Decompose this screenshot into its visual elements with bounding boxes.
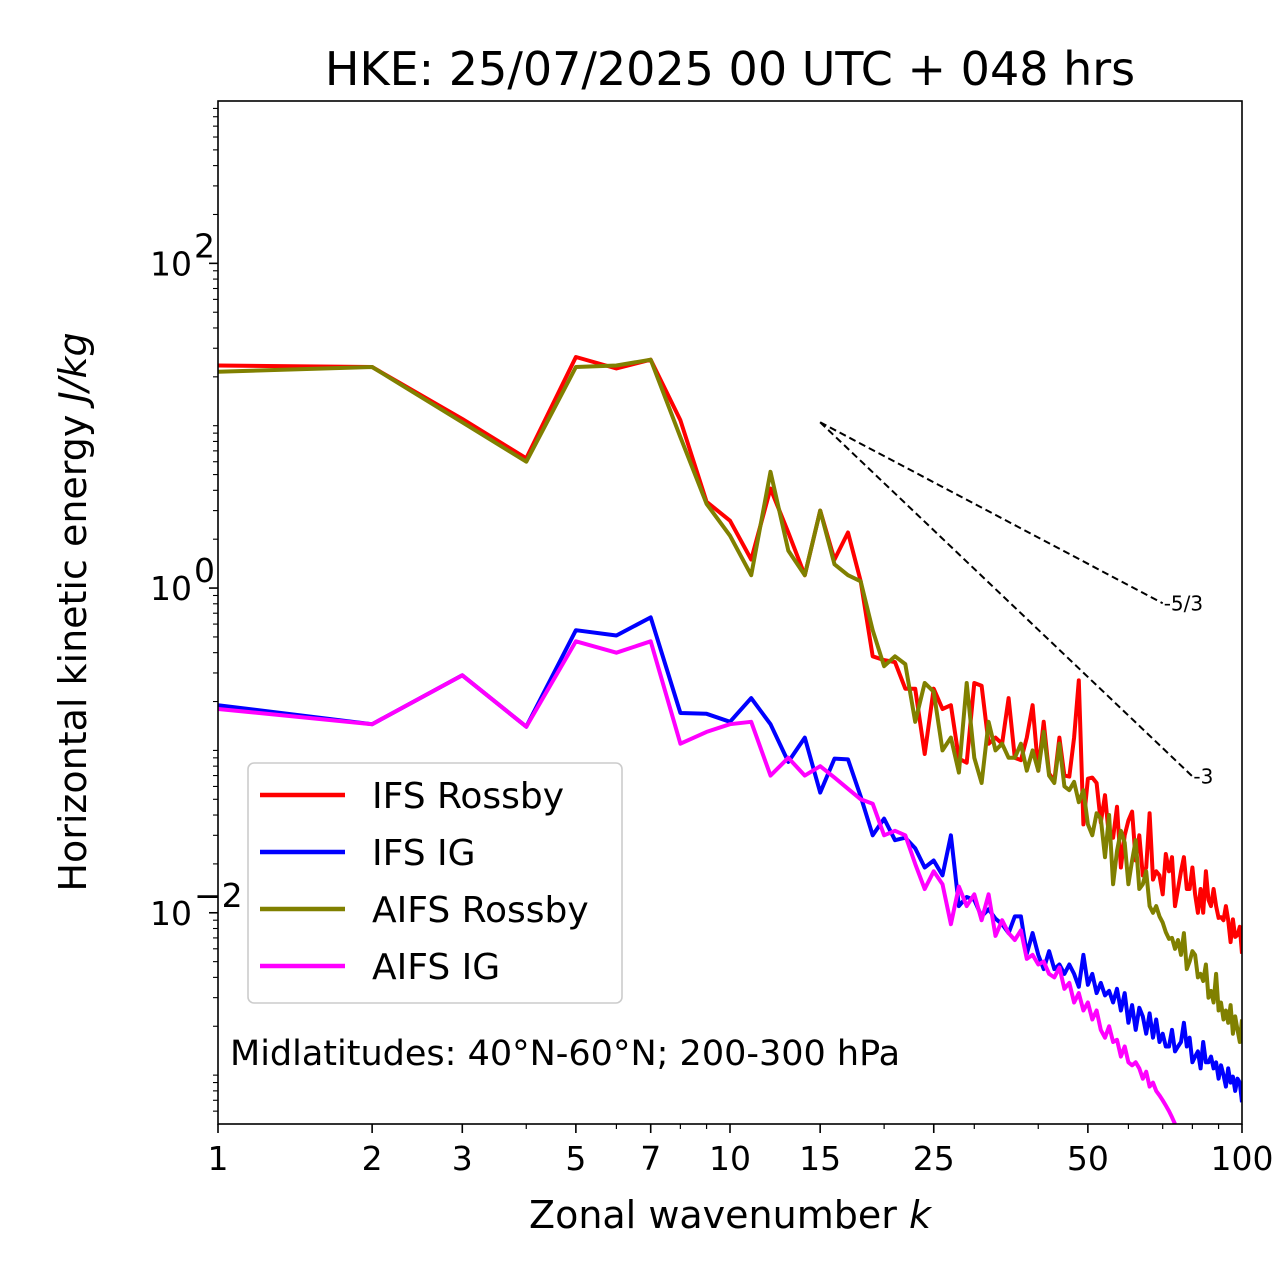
y-tick-label: 10 <box>150 569 192 608</box>
x-tick-label: 50 <box>1067 1139 1109 1178</box>
x-tick-label: 15 <box>799 1139 841 1178</box>
legend-label: AIFS Rossby <box>372 890 589 931</box>
legend-label: IFS Rossby <box>372 776 564 817</box>
series-ifs-rossby <box>218 355 1242 954</box>
x-axis-label: Zonal wavenumber k <box>529 1193 933 1237</box>
series-aifs-rossby <box>218 357 1242 1044</box>
y-tick-label: 10 <box>150 894 192 933</box>
series-lines <box>218 355 1242 1124</box>
y-axis-label: Horizontal kinetic energy J/kg <box>51 332 95 891</box>
x-tick-label: 1 <box>208 1139 229 1178</box>
reference-slope-label: -3 <box>1193 764 1213 788</box>
y-tick-label: 10 <box>150 244 192 283</box>
x-tick-label: 3 <box>452 1139 473 1178</box>
x-tick-label: 5 <box>565 1139 586 1178</box>
y-tick-exponent: 2 <box>194 226 215 265</box>
reference-slopes <box>819 421 1194 778</box>
reference-slope-line <box>819 421 1194 778</box>
x-tick-label: 25 <box>913 1139 955 1178</box>
legend-label: IFS IG <box>372 833 476 874</box>
x-tick-label: 10 <box>709 1139 751 1178</box>
chart-title: HKE: 25/07/2025 00 UTC + 048 hrs <box>325 42 1135 96</box>
reference-slope-line <box>819 421 1164 605</box>
x-tick-label: 100 <box>1211 1139 1274 1178</box>
x-tick-label: 2 <box>362 1139 383 1178</box>
y-tick-exponent: 0 <box>194 551 215 590</box>
region-annotation: Midlatitudes: 40°N-60°N; 200-300 hPa <box>230 1034 900 1074</box>
legend-label: AIFS IG <box>372 947 500 988</box>
reference-slope-label: -5/3 <box>1164 591 1203 615</box>
legend: IFS Rossby IFS IG AIFS Rossby AIFS IG <box>247 762 623 1004</box>
x-tick-label: 7 <box>640 1139 661 1178</box>
reference-slope-labels: -5/3 -3 <box>1164 591 1214 788</box>
plot-frame <box>217 100 1243 1125</box>
series-aifs-ig <box>218 639 1177 1124</box>
series-ifs-ig <box>218 615 1242 1103</box>
legend-box <box>247 762 623 1004</box>
